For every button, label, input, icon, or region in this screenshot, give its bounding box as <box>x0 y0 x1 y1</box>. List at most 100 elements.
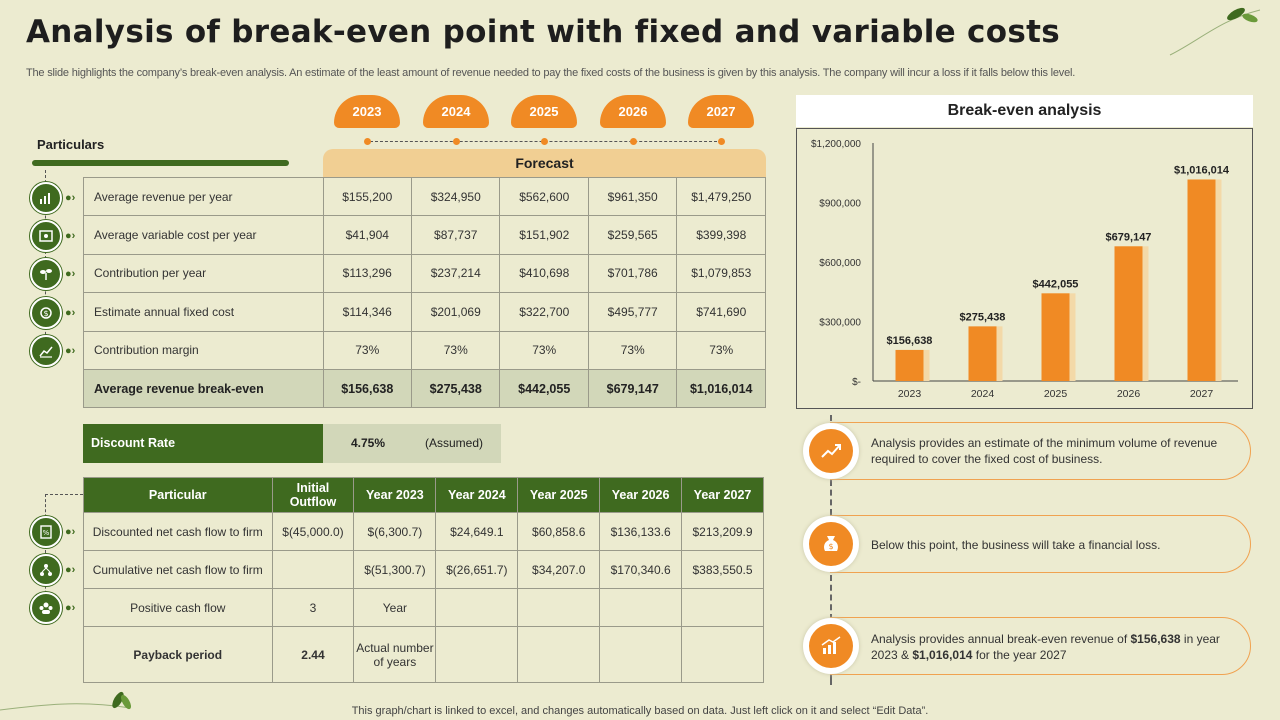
bullet-arrow-icon: ●› <box>65 192 76 204</box>
chart-title: Break-even analysis <box>796 95 1253 127</box>
bar <box>895 349 924 381</box>
row-label: Contribution per year <box>83 253 324 294</box>
note-text-part: in year 2023 & <box>871 632 1220 662</box>
discount-rate-note: (Assumed) <box>425 436 484 450</box>
percent-document-icon: % <box>30 516 62 548</box>
table-cell: 73% <box>587 330 678 370</box>
table-cell: $383,550.5 <box>681 550 764 589</box>
row-label: Cumulative net cash flow to firm <box>83 550 273 589</box>
year-badge-2025: 2025 <box>511 95 577 128</box>
table-cell: $259,565 <box>587 215 678 255</box>
table-row: Cumulative net cash flow to firm $(51,30… <box>83 550 764 589</box>
bullet-arrow-icon: ●› <box>65 268 76 280</box>
column-header: Year 2025 <box>517 477 601 513</box>
plant-growth-icon <box>30 258 62 290</box>
table-cell: $237,214 <box>410 253 501 294</box>
note-connector-line <box>830 675 832 685</box>
year-dot <box>630 138 637 145</box>
data-label: $679,147 <box>1106 231 1152 243</box>
table-cell: $60,858.6 <box>517 512 601 551</box>
y-tick-label: $900,000 <box>819 199 861 210</box>
svg-text:$: $ <box>828 542 833 551</box>
table-row: Contribution margin 73% 73% 73% 73% 73% <box>83 330 766 370</box>
note-connector-line <box>830 480 832 515</box>
table-cell: $87,737 <box>410 215 501 255</box>
table-row: Estimate annual fixed cost $114,346 $201… <box>83 292 766 332</box>
table-row: Positive cash flow 3 Year <box>83 588 764 627</box>
money-bag-icon: $ <box>809 522 853 566</box>
table-cell: $114,346 <box>322 292 413 332</box>
column-header: Particular <box>83 477 273 513</box>
table-cell: 73% <box>499 330 589 370</box>
data-label: $442,055 <box>1033 278 1079 290</box>
leaf-decoration-bottom-icon <box>0 691 132 711</box>
bullet-arrow-icon: ●› <box>65 230 76 242</box>
table-cell: $(45,000.0) <box>271 512 355 551</box>
cash-flow-network-icon <box>30 554 62 586</box>
x-tick-label: 2026 <box>1117 388 1141 400</box>
table-cell: $399,398 <box>676 215 766 255</box>
table-cell: $213,209.9 <box>681 512 764 551</box>
table-cell: $170,340.6 <box>599 550 683 589</box>
table-cell: $961,350 <box>587 176 678 217</box>
table-cell: $41,904 <box>322 215 413 255</box>
breakeven-bar-chart[interactable]: $- $300,000 $600,000 $900,000 $1,200,000 $156… <box>796 128 1253 409</box>
table-cell <box>681 588 764 627</box>
table-cell: Actual number of years <box>353 626 437 683</box>
table-cell: $741,690 <box>676 292 766 332</box>
table-cell <box>517 588 601 627</box>
table-header-row: Particular Initial Outflow Year 2023 Yea… <box>83 477 764 513</box>
note-text: Analysis provides an estimate of the min… <box>871 436 1218 466</box>
breakeven-forecast-table: Average revenue per year $155,200 $324,9… <box>83 176 766 409</box>
table-row: Payback period 2.44 Actual number of yea… <box>83 626 764 683</box>
note-highlight: $156,638 <box>1130 632 1181 646</box>
table-cell <box>517 626 601 683</box>
table-cell: $(6,300.7) <box>353 512 437 551</box>
table-cell: $1,079,853 <box>676 253 766 294</box>
table-cell: $410,698 <box>499 253 589 294</box>
table-cell: $442,055 <box>499 368 589 409</box>
footer-note: This graph/chart is linked to excel, and… <box>351 705 929 717</box>
money-box-icon: $ <box>30 297 62 329</box>
discount-rate-label: Discount Rate <box>83 424 323 463</box>
note-text: Below this point, the business will take… <box>871 538 1161 552</box>
discount-rate-row: Discount Rate 4.75% (Assumed) <box>83 424 501 463</box>
row-label: Contribution margin <box>83 330 324 370</box>
table-cell: Year <box>353 588 437 627</box>
table-row-breakeven: Average revenue break-even $156,638 $275… <box>83 368 766 409</box>
year-dot <box>364 138 371 145</box>
table-row: Contribution per year $113,296 $237,214 … <box>83 253 766 294</box>
table-cell: $1,479,250 <box>676 176 766 217</box>
data-label: $275,438 <box>960 311 1006 323</box>
table-row: Average variable cost per year $41,904 $… <box>83 215 766 255</box>
year-dot <box>541 138 548 145</box>
bullet-arrow-icon: ●› <box>65 526 76 538</box>
row-label: Estimate annual fixed cost <box>83 292 324 332</box>
row-label: Average revenue per year <box>83 176 324 217</box>
y-tick-label: $300,000 <box>819 318 861 329</box>
table-cell: $34,207.0 <box>517 550 601 589</box>
particulars-bar <box>32 160 289 166</box>
y-tick-label: $- <box>852 377 861 388</box>
note-text-part: for the year 2027 <box>972 648 1067 662</box>
note-text-part: Analysis provides annual break-even reve… <box>871 632 1131 646</box>
forecast-header: Forecast <box>323 149 766 177</box>
year-dot <box>718 138 725 145</box>
table-row: Average revenue per year $155,200 $324,9… <box>83 176 766 217</box>
revenue-chart-icon <box>30 182 62 214</box>
table-cell: $136,133.6 <box>599 512 683 551</box>
team-icon <box>30 592 62 624</box>
column-header: Year 2023 <box>353 477 437 513</box>
bullet-arrow-icon: ●› <box>65 307 76 319</box>
table-cell <box>681 626 764 683</box>
page-subtitle: The slide highlights the company’s break… <box>26 67 1076 79</box>
bar <box>1041 293 1070 381</box>
table-cell: $701,786 <box>587 253 678 294</box>
table-cell: $495,777 <box>587 292 678 332</box>
row-label: Discounted net cash flow to firm <box>83 512 273 551</box>
year-dot <box>453 138 460 145</box>
bullet-arrow-icon: ●› <box>65 345 76 357</box>
bullet-arrow-icon: ●› <box>65 564 76 576</box>
table-cell: $1,016,014 <box>676 368 766 409</box>
table-cell: 73% <box>410 330 501 370</box>
